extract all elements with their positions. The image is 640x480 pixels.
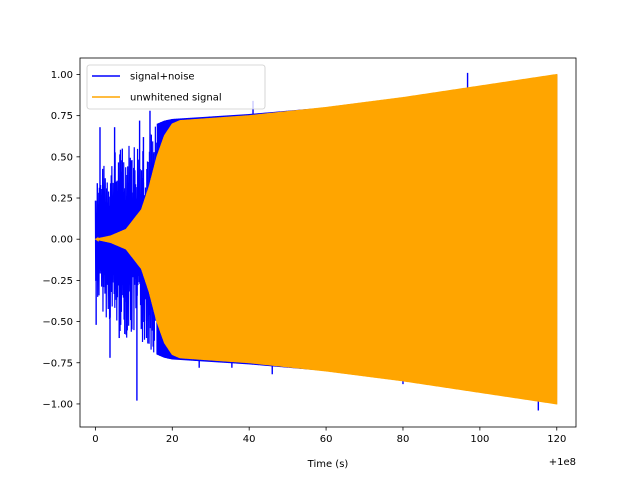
- legend: signal+noise unwhitened signal: [86, 64, 266, 110]
- legend-box: [86, 64, 266, 110]
- x-tick-label: 20: [166, 434, 179, 445]
- series-unwhitened-signal-line: [95, 74, 558, 404]
- x-axis-label: Time (s): [307, 459, 349, 470]
- x-tick-label: 80: [397, 434, 410, 445]
- y-tick-label: −1.00: [42, 399, 73, 410]
- y-tick-label: −0.75: [42, 358, 73, 369]
- axes-frame: [79, 57, 577, 428]
- y-tick-label: 0.00: [51, 235, 73, 246]
- axes-border: [79, 57, 577, 428]
- y-tick-label: 1.00: [51, 70, 73, 81]
- y-axis: −1.00 −0.75 −0.50 −0.25 0.00 0.25 0.50 0.75 1.00: [42, 70, 80, 410]
- y-tick-label: 0.50: [51, 152, 73, 163]
- legend-label: signal+noise: [130, 72, 195, 83]
- legend-label: unwhitened signal: [130, 93, 222, 104]
- y-tick-label: −0.25: [42, 276, 73, 287]
- x-axis: 0 20 40 60 80 100 120: [92, 427, 566, 445]
- y-tick-label: −0.50: [42, 317, 73, 328]
- x-tick-label: 100: [470, 434, 489, 445]
- x-axis-offset-label: +1e8: [549, 457, 576, 468]
- x-tick-label: 0: [92, 434, 98, 445]
- y-tick-label: 0.25: [51, 194, 73, 205]
- x-tick-label: 60: [320, 434, 333, 445]
- x-tick-label: 120: [547, 434, 566, 445]
- y-tick-label: 0.75: [51, 111, 73, 122]
- plot-area: [94, 72, 558, 411]
- x-tick-label: 40: [243, 434, 256, 445]
